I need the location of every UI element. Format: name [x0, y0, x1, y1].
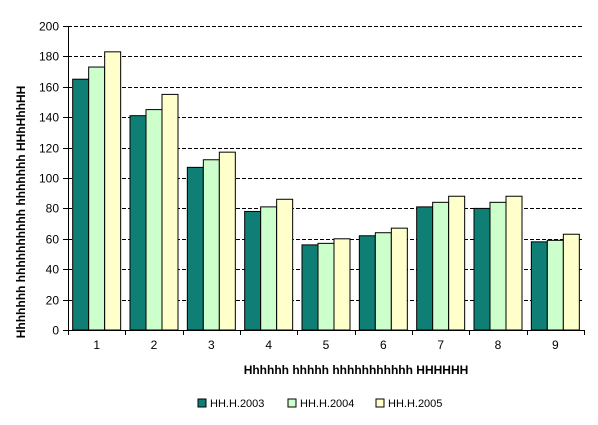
- legend: HH.H.2003 HH.H.2004 HH.H.2005: [197, 398, 442, 410]
- bar: [358, 235, 376, 331]
- y-tick-label: 120: [39, 142, 59, 156]
- bar: [505, 195, 523, 331]
- bar: [72, 78, 90, 331]
- x-tick-label: 2: [151, 338, 158, 352]
- y-tick-label: 140: [39, 111, 59, 125]
- bar: [145, 109, 163, 331]
- bar: [562, 233, 580, 331]
- bar: [218, 151, 236, 331]
- y-tick-label: 160: [39, 81, 59, 95]
- axes: [63, 26, 585, 335]
- y-tick-label: 180: [39, 50, 59, 64]
- bar: [244, 210, 262, 331]
- bar: [374, 232, 392, 331]
- bar: [186, 166, 204, 331]
- y-tick-label: 20: [46, 294, 60, 308]
- legend-label: HH.H.2005: [388, 398, 442, 410]
- bar: [489, 201, 507, 331]
- bar: [416, 206, 434, 331]
- x-tick-label: 7: [437, 338, 444, 352]
- y-axis-label: Hhhhhhh hhhhhhhhhh hhhhhhh HHhHhhHH: [14, 86, 28, 339]
- x-tick-label: 3: [208, 338, 215, 352]
- y-tick-label: 80: [46, 202, 60, 216]
- bar: [260, 206, 278, 331]
- bar: [276, 198, 294, 331]
- bar: [546, 239, 564, 331]
- bar: [88, 66, 106, 331]
- y-tick-label: 0: [52, 324, 59, 338]
- bar: [448, 195, 466, 331]
- x-tick-label: 6: [380, 338, 387, 352]
- bars: [72, 51, 580, 331]
- y-tick-label: 200: [39, 20, 59, 34]
- bar: [129, 115, 147, 331]
- x-tick-label: 8: [495, 338, 502, 352]
- bar: [473, 207, 491, 331]
- legend-label: HH.H.2004: [300, 398, 354, 410]
- legend-swatch: [287, 398, 297, 408]
- bar: [317, 242, 335, 331]
- y-tick-label: 60: [46, 233, 60, 247]
- bar: [333, 238, 351, 331]
- x-tick-label: 5: [323, 338, 330, 352]
- x-tick-label: 4: [265, 338, 272, 352]
- bar: [202, 159, 220, 331]
- x-axis-label: Hhhhhh hhhhh hhhhhhhhhhh HHHHHH: [244, 363, 469, 377]
- y-tick-label: 100: [39, 172, 59, 186]
- y-tick-label: 40: [46, 263, 60, 277]
- bar: [432, 201, 450, 331]
- x-tick-labels: 1 2 3 4 5 6 7 8 9: [93, 338, 559, 352]
- legend-swatch: [375, 398, 385, 408]
- x-tick-label: 9: [552, 338, 559, 352]
- x-tick-label: 1: [93, 338, 100, 352]
- bar: [530, 241, 548, 331]
- legend-label: HH.H.2003: [210, 398, 264, 410]
- bar: [161, 93, 179, 331]
- y-tick-labels: 0 20 40 60 80 100 120 140 160 180 200: [39, 20, 59, 338]
- bar: [390, 227, 408, 331]
- legend-swatch: [197, 398, 207, 408]
- bar: [104, 51, 122, 331]
- bar: [301, 244, 319, 331]
